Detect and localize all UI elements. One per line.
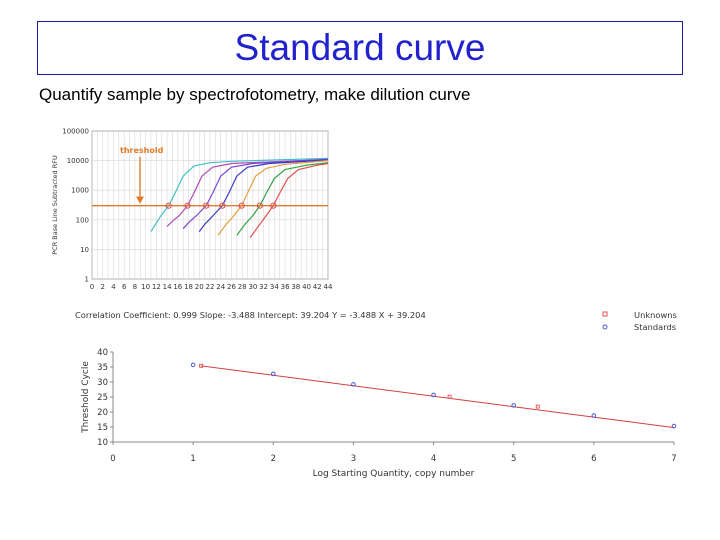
amp-x-tick-label: 18 [184, 283, 193, 291]
standard-point [270, 371, 276, 377]
amp-curve [166, 158, 329, 227]
amp-y-tick-label: 100000 [62, 128, 89, 136]
amp-y-tick-label: 1 [85, 276, 89, 284]
threshold-crossing-marker [184, 202, 191, 209]
standard-point [190, 362, 196, 368]
slide-title: Standard curve [234, 27, 486, 68]
amp-x-tick-label: 6 [122, 283, 127, 291]
std-x-axis-label: Log Starting Quantity, copy number [313, 469, 475, 479]
amp-x-tick-label: 4 [111, 283, 116, 291]
std-x-tick-label: 2 [271, 454, 276, 464]
amp-x-tick-label: 30 [248, 283, 257, 291]
threshold-crossing-marker [238, 202, 245, 209]
amp-x-tick-label: 40 [302, 283, 311, 291]
amp-x-tick-label: 34 [270, 283, 279, 291]
amp-x-tick-label: 22 [206, 283, 215, 291]
std-x-tick-label: 7 [671, 454, 676, 464]
std-y-tick-label: 25 [97, 393, 108, 403]
amp-x-tick-label: 38 [291, 283, 300, 291]
threshold-crossing-marker [270, 202, 277, 209]
unknown-point [199, 363, 204, 368]
legend-unknowns-label: Unknowns [634, 310, 677, 320]
amp-x-tick-label: 28 [238, 283, 247, 291]
amp-x-tick-label: 12 [152, 283, 161, 291]
threshold-crossing-marker [219, 202, 226, 209]
std-x-tick-label: 5 [511, 454, 516, 464]
std-x-tick-label: 1 [190, 454, 195, 464]
amp-y-tick-label: 1000 [71, 187, 89, 195]
slide-subtitle: Quantify sample by spectrofotometry, mak… [39, 85, 471, 104]
std-y-axis-label: Threshold Cycle [81, 361, 91, 434]
std-y-tick-label: 20 [97, 408, 108, 418]
amp-curve [249, 162, 329, 238]
std-x-tick-label: 0 [110, 454, 115, 464]
unknown-point [447, 394, 452, 399]
amp-x-tick-label: 26 [227, 283, 236, 291]
standard-point [351, 382, 356, 387]
slide-title-box: Standard curve [37, 21, 683, 75]
threshold-label: threshold [120, 146, 164, 155]
standard-point [671, 423, 677, 429]
std-y-tick-label: 35 [97, 363, 108, 373]
amp-y-tick-label: 10000 [67, 157, 89, 165]
amp-curve [198, 159, 329, 232]
std-y-tick-label: 30 [97, 378, 108, 388]
legend-standards-marker [602, 324, 608, 330]
amp-x-tick-label: 16 [173, 283, 182, 291]
amp-curve [182, 158, 329, 230]
legend-unknowns-marker [602, 311, 608, 317]
unknown-point [535, 404, 540, 409]
amp-curve [150, 157, 329, 232]
amp-y-axis-label: PCR Base Line Subtracted RFU [51, 155, 59, 255]
std-y-tick-label: 10 [97, 438, 108, 448]
amp-x-tick-label: 32 [259, 283, 268, 291]
amp-curve [217, 160, 329, 236]
standard-point [431, 392, 436, 398]
amp-x-tick-label: 0 [90, 283, 94, 291]
amp-x-tick-label: 20 [195, 283, 204, 291]
regression-stats: Correlation Coefficient: 0.999 Slope: -3… [75, 310, 426, 320]
std-x-tick-label: 4 [431, 454, 436, 464]
amp-x-tick-label: 14 [163, 283, 172, 291]
std-y-tick-label: 15 [97, 423, 108, 433]
amp-curve [236, 162, 329, 236]
legend-standards-label: Standards [634, 322, 676, 332]
amp-x-tick-label: 36 [281, 283, 290, 291]
standard-point [591, 413, 597, 418]
threshold-crossing-marker [203, 202, 210, 209]
threshold-crossing-marker [256, 202, 263, 209]
threshold-crossing-marker [165, 202, 172, 209]
amp-x-tick-label: 10 [141, 283, 150, 291]
standard-point [511, 403, 517, 408]
amp-x-tick-label: 24 [216, 283, 225, 291]
amp-x-tick-label: 8 [133, 283, 137, 291]
std-y-tick-label: 40 [97, 348, 108, 358]
amp-y-tick-label: 10 [80, 246, 89, 254]
std-x-tick-label: 3 [351, 454, 356, 464]
amp-x-tick-label: 42 [313, 283, 322, 291]
amp-y-tick-label: 100 [76, 216, 89, 224]
amp-x-tick-label: 2 [100, 283, 104, 291]
threshold-arrow-head [136, 196, 144, 204]
std-x-tick-label: 6 [591, 454, 596, 464]
amp-x-tick-label: 44 [324, 283, 333, 291]
